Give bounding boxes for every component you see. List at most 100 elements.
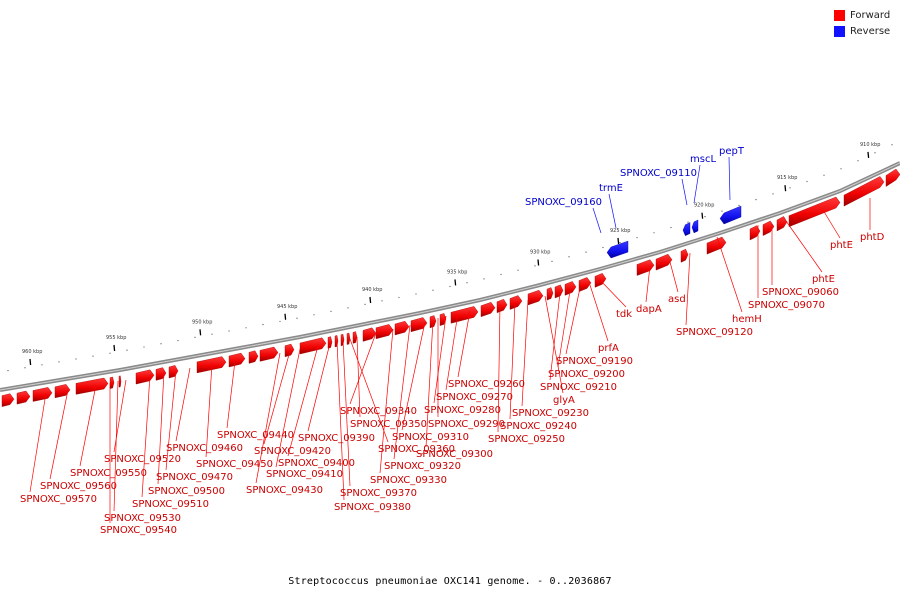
legend: Forward Reverse bbox=[834, 8, 892, 40]
reverse-gene-label: mscL bbox=[690, 154, 716, 165]
scale-minor-tick bbox=[670, 226, 672, 229]
forward-gene bbox=[299, 337, 327, 355]
forward-label-leader bbox=[589, 284, 609, 342]
scale-major-tick bbox=[113, 344, 116, 352]
forward-label-leader bbox=[175, 367, 191, 442]
forward-gene bbox=[284, 343, 295, 358]
scale-major-tick bbox=[537, 259, 540, 266]
reverse-gene bbox=[606, 240, 629, 259]
forward-gene bbox=[564, 281, 577, 296]
forward-gene bbox=[706, 236, 727, 255]
scale-minor-tick bbox=[551, 260, 553, 262]
reverse-label-leader bbox=[592, 207, 602, 234]
scale-minor-tick bbox=[823, 174, 825, 176]
reverse-gene-label: pepT bbox=[719, 146, 745, 157]
forward-gene-label: SPNOXC_09440 bbox=[217, 430, 294, 441]
forward-gene-label: SPNOXC_09300 bbox=[416, 449, 493, 460]
forward-label-leader bbox=[157, 371, 165, 485]
forward-gene-label: SPNOXC_09250 bbox=[488, 434, 565, 445]
scale-minor-tick bbox=[483, 278, 485, 280]
scale-minor-tick bbox=[58, 361, 60, 363]
forward-label-leader bbox=[349, 338, 389, 443]
forward-gene bbox=[118, 375, 122, 388]
forward-label-leader bbox=[349, 332, 377, 405]
forward-gene-label: SPNOXC_09530 bbox=[104, 513, 181, 524]
forward-label-leader bbox=[685, 252, 691, 326]
forward-label-leader bbox=[275, 348, 301, 468]
forward-gene bbox=[16, 390, 31, 405]
forward-gene-label: SPNOXC_09400 bbox=[278, 458, 355, 469]
forward-label-leader bbox=[716, 236, 743, 313]
forward-label-leader bbox=[599, 279, 627, 308]
scale-tick-label: 935 kbp bbox=[447, 269, 467, 275]
scale-minor-tick bbox=[245, 327, 247, 329]
forward-gene bbox=[885, 168, 900, 187]
scale-tick-label: 915 kbp bbox=[777, 175, 797, 181]
forward-gene-label: SPNOXC_09560 bbox=[40, 481, 117, 492]
forward-gene-label: prfA bbox=[598, 343, 619, 354]
forward-gene-label: SPNOXC_09320 bbox=[384, 461, 461, 472]
reverse-gene bbox=[719, 205, 742, 225]
forward-gene bbox=[655, 253, 673, 271]
scale-tick-label: 950 kbp bbox=[192, 319, 212, 325]
scale-tick-label: 955 kbp bbox=[106, 335, 126, 341]
forward-gene bbox=[509, 295, 523, 310]
scale-minor-tick bbox=[279, 320, 281, 323]
forward-label-leader bbox=[336, 340, 345, 501]
map-caption: Streptococcus pneumoniae OXC141 genome. … bbox=[288, 576, 612, 587]
scale-minor-tick bbox=[109, 352, 111, 354]
scale-tick-label: 925 kbp bbox=[610, 228, 630, 234]
forward-gene-label: SPNOXC_09230 bbox=[512, 408, 589, 419]
forward-gene-label: SPNOXC_09510 bbox=[132, 499, 209, 510]
forward-gene-label: hemH bbox=[732, 314, 762, 325]
forward-gene-label: SPNOXC_09470 bbox=[156, 472, 233, 483]
scale-major-tick bbox=[617, 237, 620, 244]
scale-minor-tick bbox=[211, 333, 213, 335]
forward-gene-label: SPNOXC_09340 bbox=[340, 406, 417, 417]
scale-major-tick bbox=[867, 151, 870, 158]
forward-gene bbox=[334, 335, 339, 348]
scale-minor-tick bbox=[534, 265, 536, 267]
forward-gene-label: SPNOXC_09260 bbox=[448, 379, 525, 390]
reverse-gene bbox=[691, 219, 699, 234]
scale-tick-label: 930 kbp bbox=[530, 250, 550, 256]
forward-label-leader bbox=[509, 301, 516, 420]
scale-minor-tick bbox=[738, 204, 740, 206]
forward-gene bbox=[527, 289, 544, 306]
forward-gene bbox=[135, 369, 155, 385]
forward-gene-label: SPNOXC_09120 bbox=[676, 327, 753, 338]
forward-gene bbox=[362, 327, 377, 342]
forward-label-leader bbox=[393, 324, 411, 460]
forward-gene-label: SPNOXC_09280 bbox=[424, 405, 501, 416]
forward-gene-label: SPNOXC_09060 bbox=[762, 287, 839, 298]
scale-minor-tick bbox=[636, 237, 638, 239]
scale-minor-tick bbox=[466, 282, 468, 284]
forward-gene bbox=[54, 384, 71, 399]
forward-label-leader bbox=[433, 315, 447, 404]
scale-minor-tick bbox=[772, 193, 774, 195]
scale-minor-tick bbox=[602, 246, 604, 249]
scale-minor-tick bbox=[432, 289, 434, 291]
scale-minor-tick bbox=[160, 343, 162, 345]
scale-minor-tick bbox=[177, 339, 179, 342]
forward-gene-label: phtE bbox=[812, 274, 835, 285]
forward-label-leader bbox=[165, 369, 177, 471]
forward-gene bbox=[75, 377, 109, 395]
scale-minor-tick bbox=[330, 310, 332, 312]
forward-gene-label: asd bbox=[668, 294, 686, 305]
scale-minor-tick bbox=[228, 330, 230, 332]
forward-label-leader bbox=[565, 287, 581, 355]
forward-label-leader bbox=[557, 290, 571, 368]
scale-minor-tick bbox=[789, 187, 791, 189]
forward-gene-label: SPNOXC_09350 bbox=[350, 419, 427, 430]
scale-minor-tick bbox=[347, 307, 349, 309]
scale-minor-tick bbox=[381, 300, 383, 302]
forward-gene bbox=[680, 248, 689, 263]
forward-gene-label: SPNOXC_09450 bbox=[196, 459, 273, 470]
forward-gene-label: SPNOXC_09360 bbox=[378, 444, 455, 455]
forward-gene bbox=[480, 302, 496, 318]
genome-backbone-highlight bbox=[0, 162, 900, 391]
forward-gene bbox=[352, 331, 358, 344]
scale-minor-tick bbox=[126, 349, 128, 351]
legend-item-forward: Forward bbox=[834, 8, 892, 22]
